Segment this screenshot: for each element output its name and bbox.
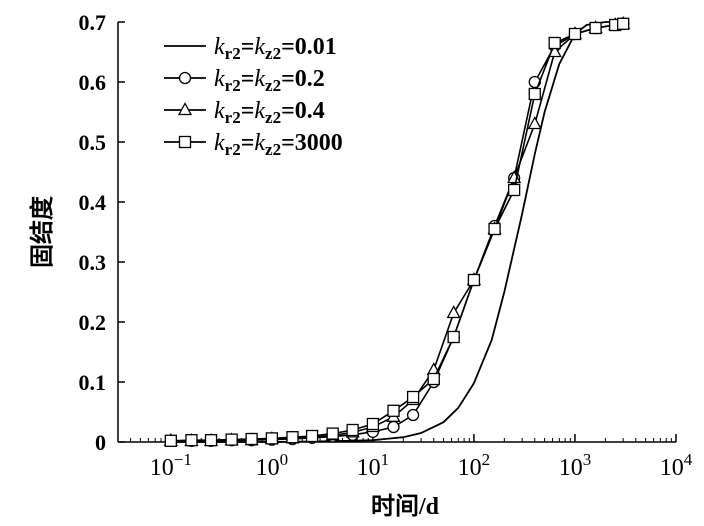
data-point [467, 273, 481, 287]
legend-label: kr2=kz2=0.01 [214, 34, 337, 63]
x-tick-label: 103 [559, 450, 592, 481]
legend-label: kr2=kz2=0.4 [214, 98, 325, 127]
legend-entry-1: kr2=kz2=0.01 [164, 34, 337, 63]
y-tick-label: 0.5 [79, 130, 107, 155]
data-point [387, 404, 400, 417]
x-axis-title: 时间/d [371, 493, 440, 520]
y-tick-label: 0.4 [79, 190, 107, 215]
data-point [245, 432, 258, 446]
data-point [507, 183, 521, 197]
data-point [346, 423, 359, 437]
y-tick-label: 0.3 [79, 250, 107, 275]
y-tick-label: 0.2 [79, 310, 107, 335]
data-point [387, 420, 400, 434]
data-point [204, 434, 218, 447]
x-tick-label: 10−1 [150, 450, 192, 481]
legend-marker [178, 135, 192, 149]
legend-marker [177, 102, 193, 116]
legend-label: kr2=kz2=3000 [214, 130, 343, 159]
axes: 0 0.1 0.2 0.3 0.4 0.5 0.6 0.7 10−1 100 101 102 103 10… [79, 10, 693, 481]
data-point [568, 27, 582, 41]
data-point [185, 434, 198, 447]
legend: kr2=kz2=0.01 kr2=kz2=0.2 kr2=kz2=0.4 kr2=kz… [164, 34, 343, 159]
y-tick-label: 0.7 [79, 10, 107, 35]
legend-entry-2: kr2=kz2=0.2 [164, 66, 325, 95]
legend-entry-3: kr2=kz2=0.4 [164, 98, 325, 127]
data-point [528, 87, 541, 101]
data-point [164, 434, 177, 447]
data-point [366, 417, 380, 431]
data-point [427, 372, 440, 386]
x-tick-label: 104 [660, 450, 693, 481]
x-tick-label: 101 [357, 450, 390, 481]
data-point [406, 408, 420, 422]
x-tick-label: 100 [256, 450, 289, 481]
y-tick-label: 0.6 [79, 70, 107, 95]
data-point [326, 427, 339, 440]
data-point [527, 116, 542, 130]
series-layer [163, 15, 631, 447]
data-point [265, 432, 279, 445]
y-tick-label: 0.1 [79, 370, 107, 395]
legend-marker [178, 71, 192, 85]
data-point [286, 431, 299, 444]
data-point [617, 17, 630, 30]
legend-label: kr2=kz2=0.2 [214, 66, 325, 95]
data-point [406, 390, 420, 404]
y-axis-title: 固结度 [28, 195, 56, 268]
data-point [488, 222, 501, 236]
series-4 [164, 17, 630, 447]
data-point [225, 433, 238, 446]
data-point [548, 36, 561, 50]
y-tick-label: 0 [95, 430, 106, 455]
x-tick-label: 102 [458, 450, 491, 481]
data-point [305, 429, 319, 443]
data-point [589, 21, 602, 35]
legend-entry-4: kr2=kz2=3000 [164, 130, 343, 159]
data-point [446, 305, 461, 319]
data-point [447, 330, 460, 344]
